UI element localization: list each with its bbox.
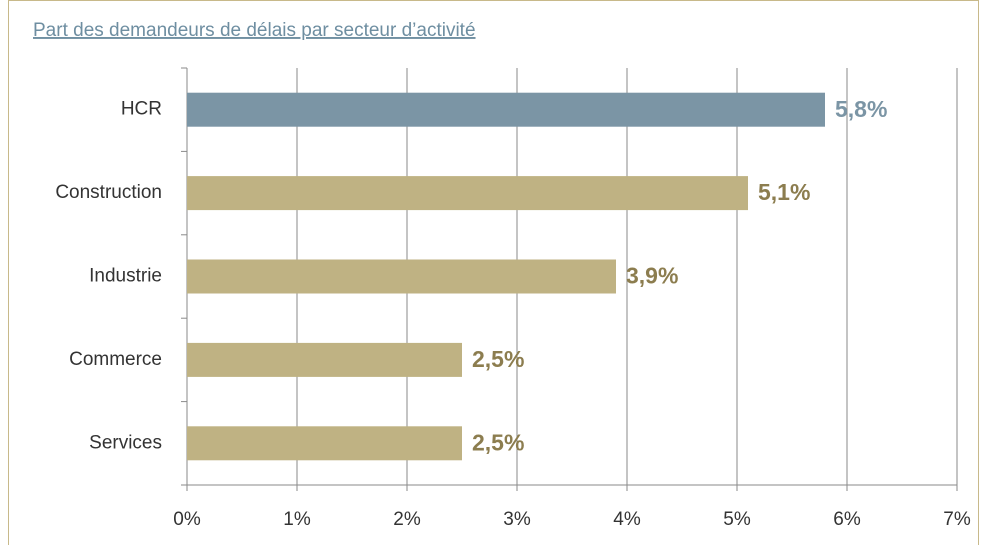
x-tick-label: 2% <box>393 509 421 530</box>
y-tick-label: Commerce <box>69 349 162 370</box>
y-tick-label: Construction <box>55 182 162 203</box>
frame <box>8 0 979 545</box>
value-label: 5,8% <box>835 96 887 122</box>
value-label: 2,5% <box>472 346 524 372</box>
bar <box>187 92 825 127</box>
y-tick-label: HCR <box>121 99 162 120</box>
x-tick-label: 6% <box>833 509 861 530</box>
bar <box>187 176 748 211</box>
x-tick-label: 3% <box>503 509 531 530</box>
bar <box>187 342 462 377</box>
bar <box>187 426 462 461</box>
x-tick-label: 4% <box>613 509 641 530</box>
chart-title: Part des demandeurs de délais par secteu… <box>33 20 476 41</box>
y-tick-label: Industrie <box>89 266 162 287</box>
value-label: 5,1% <box>758 179 810 205</box>
bar <box>187 259 616 294</box>
value-label: 2,5% <box>472 429 524 455</box>
x-tick-label: 7% <box>943 509 971 530</box>
value-label: 3,9% <box>626 263 678 289</box>
x-tick-label: 5% <box>723 509 751 530</box>
y-tick-label: Services <box>89 432 162 453</box>
x-tick-label: 1% <box>283 509 311 530</box>
x-tick-label: 0% <box>173 509 201 530</box>
